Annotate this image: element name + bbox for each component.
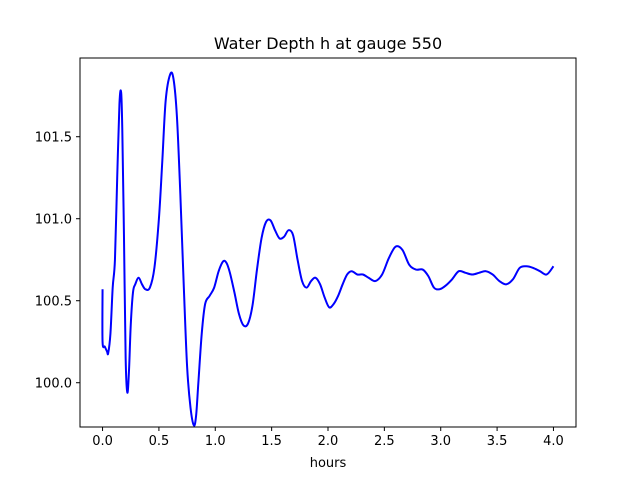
x-tick-label: 2.5 bbox=[374, 434, 395, 449]
water-depth-series-line bbox=[101, 71, 555, 427]
x-axis: 0.0 0.5 1.0 1.5 2.0 2.5 3.0 3.5 4.0 bbox=[92, 427, 564, 449]
plot-frame bbox=[79, 57, 577, 428]
x-tick-label: 2.0 bbox=[318, 434, 339, 449]
x-tick-label: 0.0 bbox=[92, 434, 113, 449]
x-tick-label: 1.5 bbox=[261, 434, 282, 449]
x-tick-label: 4.0 bbox=[543, 434, 564, 449]
x-tick-label: 1.0 bbox=[205, 434, 226, 449]
x-axis-label: hours bbox=[310, 456, 347, 471]
y-axis: 100.0 100.5 101.0 101.5 bbox=[35, 131, 80, 392]
y-tick-label: 101.0 bbox=[35, 213, 72, 228]
y-tick-label: 100.0 bbox=[35, 377, 72, 392]
x-tick-label: 0.5 bbox=[149, 434, 170, 449]
x-tick-label: 3.0 bbox=[430, 434, 451, 449]
y-tick-label: 101.5 bbox=[35, 131, 72, 146]
x-tick-label: 3.5 bbox=[487, 434, 508, 449]
chart-title: Water Depth h at gauge 550 bbox=[214, 34, 442, 53]
y-tick-label: 100.5 bbox=[35, 295, 72, 310]
